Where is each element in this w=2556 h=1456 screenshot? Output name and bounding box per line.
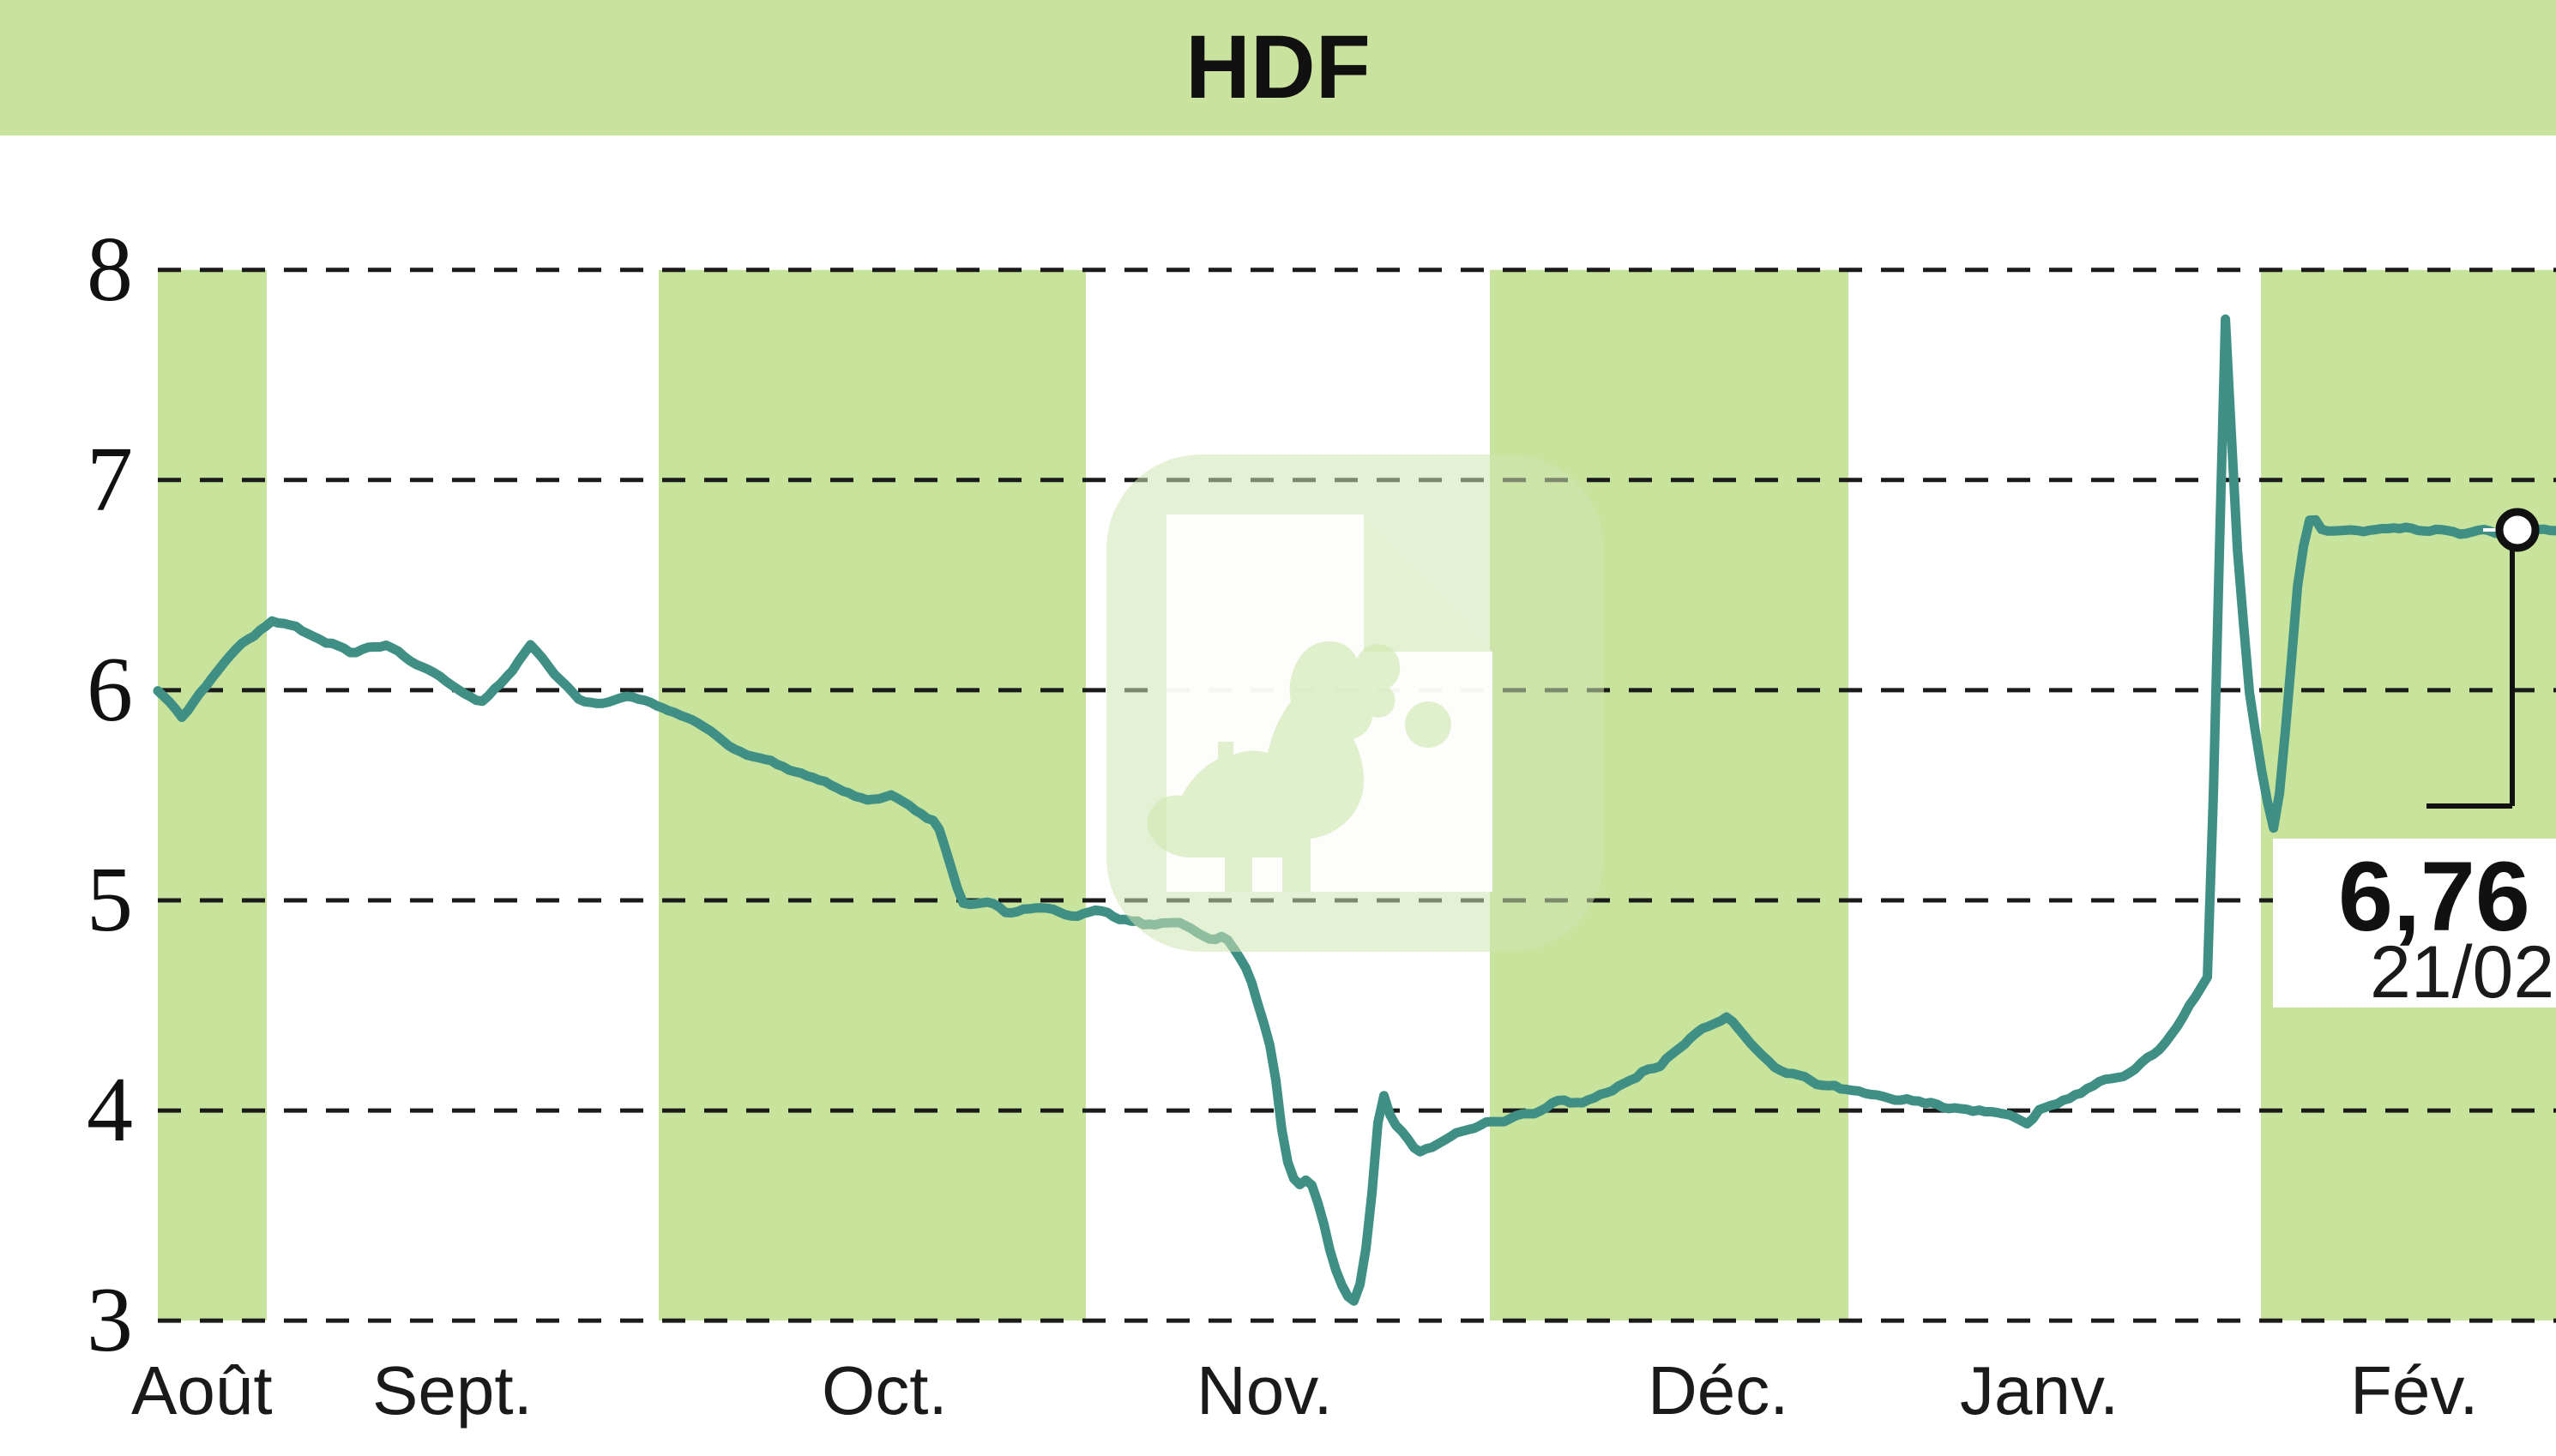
svg-text:7: 7	[87, 429, 133, 531]
svg-text:Fév.: Fév.	[2350, 1352, 2479, 1429]
svg-text:Janv.: Janv.	[1960, 1352, 2119, 1429]
svg-text:Août: Août	[131, 1352, 273, 1429]
svg-text:Nov.: Nov.	[1197, 1352, 1333, 1429]
svg-text:8: 8	[87, 219, 133, 321]
svg-text:Oct.: Oct.	[822, 1352, 948, 1429]
svg-text:6: 6	[87, 639, 133, 741]
svg-text:21/02: 21/02	[2370, 931, 2554, 1014]
svg-text:Déc.: Déc.	[1648, 1352, 1789, 1429]
svg-text:3: 3	[87, 1269, 133, 1371]
svg-text:Sept.: Sept.	[372, 1352, 533, 1429]
svg-text:5: 5	[87, 849, 133, 951]
svg-text:4: 4	[87, 1059, 133, 1161]
